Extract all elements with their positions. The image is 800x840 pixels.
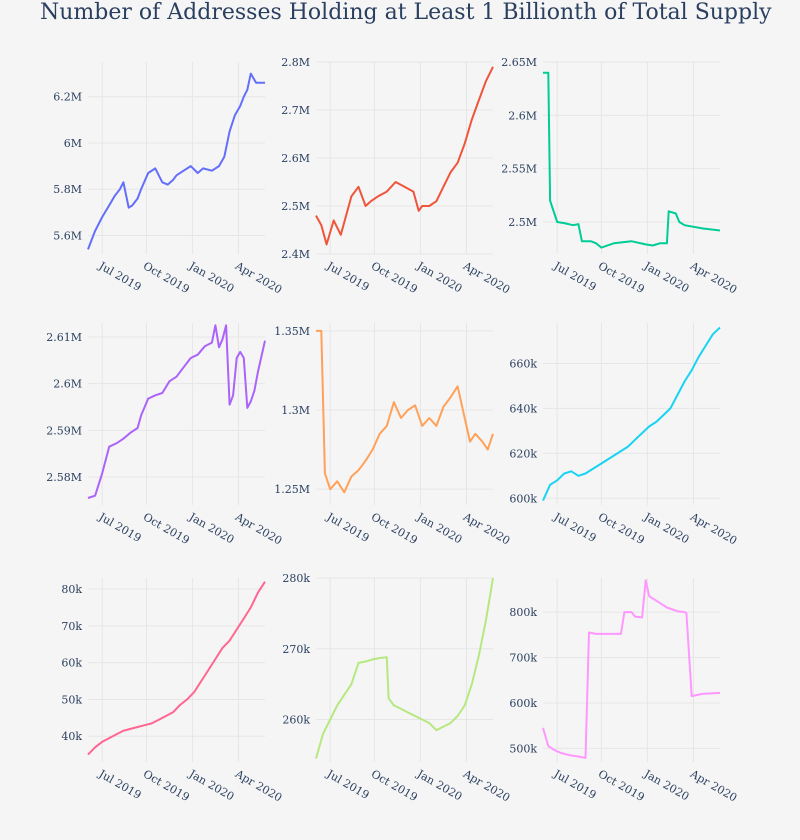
y-tick-label: 640k bbox=[509, 402, 537, 415]
series-line bbox=[87, 581, 266, 756]
series-line bbox=[315, 66, 494, 246]
x-tick-label: Oct 2019 bbox=[369, 510, 420, 547]
y-tick-label: 80k bbox=[61, 583, 82, 596]
x-tick-label: Apr 2020 bbox=[232, 767, 284, 805]
x-tick-label: Oct 2019 bbox=[141, 259, 192, 296]
y-tick-label: 6.2M bbox=[53, 91, 82, 104]
x-tick-label: Oct 2019 bbox=[141, 767, 192, 804]
x-tick-label: Apr 2020 bbox=[460, 259, 512, 297]
x-tick-label: Jul 2019 bbox=[551, 259, 599, 294]
series-line bbox=[315, 577, 494, 759]
series-line bbox=[543, 71, 721, 249]
y-tick-label: 2.6M bbox=[281, 152, 310, 165]
series-line bbox=[87, 324, 266, 499]
y-tick-label: 40k bbox=[61, 730, 82, 743]
series-line bbox=[87, 72, 265, 250]
y-tick-label: 2.6M bbox=[508, 109, 537, 122]
x-tick-label: Apr 2020 bbox=[687, 767, 739, 805]
x-tick-label: Jul 2019 bbox=[96, 259, 144, 294]
y-tick-label: 70k bbox=[61, 620, 82, 633]
x-tick-label: Jul 2019 bbox=[551, 767, 599, 802]
y-tick-label: 2.65M bbox=[501, 56, 537, 69]
series-line bbox=[316, 329, 494, 494]
x-tick-label: Jan 2020 bbox=[641, 259, 691, 296]
y-tick-label: 2.7M bbox=[281, 104, 310, 117]
figure-title: Number of Addresses Holding at Least 1 B… bbox=[40, 0, 772, 25]
y-tick-label: 2.6M bbox=[53, 378, 82, 391]
x-tick-label: Apr 2020 bbox=[687, 510, 739, 548]
y-tick-label: 660k bbox=[509, 357, 537, 370]
y-tick-label: 280k bbox=[282, 572, 310, 585]
y-tick-label: 1.35M bbox=[274, 325, 310, 338]
x-tick-label: Apr 2020 bbox=[460, 510, 512, 548]
y-tick-label: 270k bbox=[282, 643, 310, 656]
x-tick-label: Oct 2019 bbox=[596, 259, 647, 296]
y-tick-label: 2.5M bbox=[281, 200, 310, 213]
y-tick-label: 600k bbox=[509, 697, 537, 710]
y-tick-label: 50k bbox=[61, 693, 82, 706]
x-tick-label: Oct 2019 bbox=[596, 510, 647, 547]
y-tick-label: 2.8M bbox=[281, 56, 310, 69]
legend-strip bbox=[0, 820, 800, 840]
x-tick-label: Apr 2020 bbox=[232, 510, 284, 548]
y-tick-label: 5.6M bbox=[53, 229, 82, 242]
y-tick-label: 2.59M bbox=[46, 424, 82, 437]
x-tick-label: Oct 2019 bbox=[369, 259, 420, 296]
y-tick-label: 260k bbox=[282, 714, 310, 727]
x-tick-label: Oct 2019 bbox=[369, 767, 420, 804]
x-tick-label: Jan 2020 bbox=[186, 767, 236, 804]
x-tick-label: Jan 2020 bbox=[641, 767, 691, 804]
y-tick-label: 800k bbox=[509, 606, 537, 619]
x-tick-label: Jan 2020 bbox=[186, 510, 236, 547]
y-tick-label: 2.5M bbox=[508, 216, 537, 229]
y-tick-label: 2.55M bbox=[501, 163, 537, 176]
y-tick-label: 1.25M bbox=[274, 483, 310, 496]
y-tick-label: 600k bbox=[509, 492, 537, 505]
y-tick-label: 2.58M bbox=[46, 471, 82, 484]
y-tick-label: 700k bbox=[509, 652, 537, 665]
y-tick-label: 1.3M bbox=[281, 404, 310, 417]
x-tick-label: Apr 2020 bbox=[687, 259, 739, 297]
x-tick-label: Apr 2020 bbox=[232, 259, 284, 297]
y-tick-label: 6M bbox=[64, 137, 82, 150]
x-tick-label: Oct 2019 bbox=[596, 767, 647, 804]
x-tick-label: Oct 2019 bbox=[141, 510, 192, 547]
x-tick-label: Jan 2020 bbox=[414, 510, 464, 547]
y-tick-label: 620k bbox=[509, 447, 537, 460]
x-tick-label: Jul 2019 bbox=[96, 510, 144, 545]
y-tick-label: 60k bbox=[61, 657, 82, 670]
y-tick-label: 5.8M bbox=[53, 183, 82, 196]
x-tick-label: Jan 2020 bbox=[641, 510, 691, 547]
x-tick-label: Jul 2019 bbox=[324, 510, 372, 545]
y-tick-label: 2.4M bbox=[281, 248, 310, 261]
x-tick-label: Jan 2020 bbox=[414, 259, 464, 296]
y-tick-label: 2.61M bbox=[46, 331, 82, 344]
x-tick-label: Jul 2019 bbox=[324, 259, 372, 294]
y-tick-label: 500k bbox=[509, 742, 537, 755]
series-line bbox=[542, 579, 721, 759]
series-line bbox=[542, 326, 721, 501]
x-tick-label: Jan 2020 bbox=[414, 767, 464, 804]
x-tick-label: Jul 2019 bbox=[551, 510, 599, 545]
x-tick-label: Apr 2020 bbox=[460, 767, 512, 805]
x-tick-label: Jan 2020 bbox=[186, 259, 236, 296]
x-tick-label: Jul 2019 bbox=[96, 767, 144, 802]
x-tick-label: Jul 2019 bbox=[324, 767, 372, 802]
